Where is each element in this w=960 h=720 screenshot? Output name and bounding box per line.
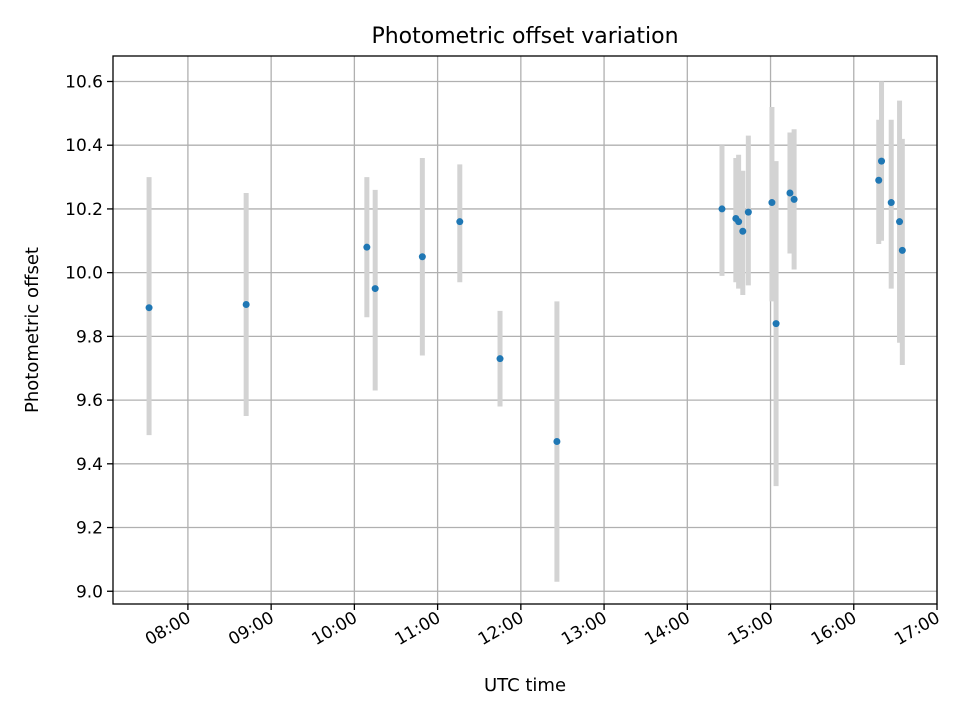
- y-tick-label: 10.4: [65, 136, 103, 156]
- x-tick-label: 13:00: [558, 608, 610, 650]
- data-point: [145, 304, 153, 312]
- y-axis-label: Photometric offset: [22, 247, 43, 413]
- data-points: [145, 157, 906, 446]
- data-point: [878, 157, 886, 165]
- y-tick-label: 9.2: [76, 519, 103, 539]
- data-point: [790, 195, 798, 203]
- data-point: [553, 438, 561, 446]
- data-point: [496, 355, 504, 363]
- y-tick-label: 9.4: [76, 455, 103, 475]
- x-axis-ticks: 08:00 09:00 10:00 11:00 12:00 13:00 14:00 15:00…: [142, 604, 944, 650]
- data-point: [887, 199, 895, 207]
- data-point: [744, 208, 752, 216]
- data-point: [768, 199, 776, 207]
- y-tick-label: 9.6: [76, 391, 103, 411]
- x-tick-label: 17:00: [891, 608, 943, 650]
- y-tick-label: 10.0: [65, 264, 103, 284]
- x-tick-label: 15:00: [725, 608, 777, 650]
- data-point: [786, 189, 794, 197]
- data-point: [772, 320, 780, 328]
- data-point: [735, 218, 743, 226]
- x-tick-label: 16:00: [808, 608, 860, 650]
- data-point: [896, 218, 904, 226]
- x-tick-label: 08:00: [142, 608, 194, 650]
- data-point: [456, 218, 464, 226]
- y-tick-label: 10.2: [65, 200, 103, 220]
- data-point: [739, 227, 747, 235]
- y-tick-label: 9.0: [76, 582, 103, 602]
- chart-title: Photometric offset variation: [371, 24, 678, 49]
- data-point: [898, 246, 906, 254]
- y-axis-ticks: 9.0 9.2 9.4 9.6 9.8 10.0 10.2 10.4 10.6: [65, 72, 113, 602]
- y-tick-label: 10.6: [65, 72, 103, 92]
- data-point: [363, 243, 371, 251]
- x-tick-label: 09:00: [225, 608, 277, 650]
- y-tick-label: 9.8: [76, 327, 103, 347]
- data-point: [242, 301, 250, 309]
- x-tick-label: 11:00: [392, 608, 444, 650]
- data-point: [875, 176, 883, 184]
- data-point: [418, 253, 426, 261]
- x-axis-label: UTC time: [484, 675, 566, 696]
- x-tick-label: 14:00: [641, 608, 693, 650]
- grid: [113, 56, 938, 604]
- data-point: [371, 285, 379, 293]
- x-tick-label: 10:00: [308, 608, 360, 650]
- data-point: [718, 205, 726, 213]
- error-bars: [146, 81, 905, 582]
- x-tick-label: 12:00: [475, 608, 527, 650]
- plot-frame: [112, 55, 938, 605]
